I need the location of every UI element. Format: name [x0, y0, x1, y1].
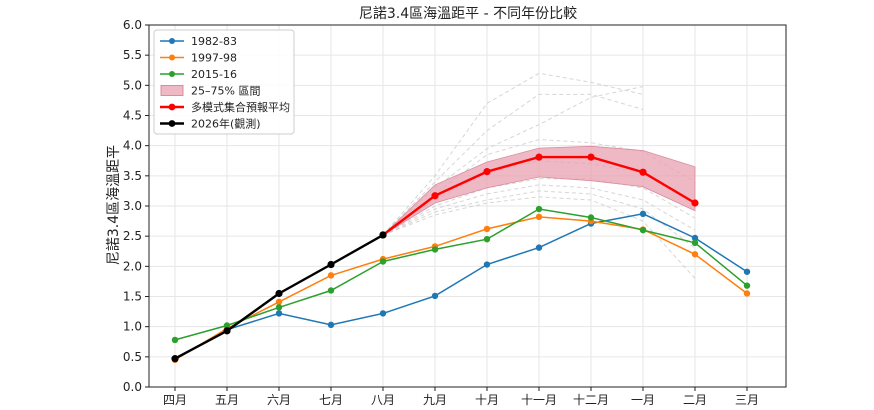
series-2-point	[431, 246, 439, 253]
legend-band-swatch	[160, 85, 184, 96]
y-tick-label: 2.5	[123, 229, 142, 243]
legend-box	[153, 29, 295, 135]
legend-label: 多模式集合預報平均	[191, 100, 290, 114]
series-1-point	[743, 290, 751, 297]
series-1-point	[691, 251, 699, 258]
series-3-point	[691, 199, 699, 207]
y-axis-title: 尼諾3.4區海溫距平	[106, 145, 122, 265]
ensemble-member-line	[382, 196, 696, 279]
series-0-point	[639, 210, 647, 218]
series-4-point	[223, 327, 231, 335]
series-2-point	[171, 336, 179, 344]
x-tick-label: 十月	[475, 393, 499, 407]
legend-label: 1997-98	[191, 52, 237, 65]
y-tick-label: 0.0	[123, 380, 142, 394]
x-tick-label: 一月	[631, 393, 655, 407]
series-3-point	[639, 168, 647, 176]
ensemble-member-line	[382, 72, 644, 236]
y-tick-label: 4.0	[123, 139, 142, 153]
legend-label: 1982-83	[191, 35, 237, 48]
y-tick-label: 2.0	[123, 259, 142, 273]
ensemble-member-line	[382, 190, 696, 249]
series-2-line	[174, 208, 748, 341]
series-0-point	[431, 292, 439, 300]
series-2-point	[327, 287, 335, 294]
legend-marker	[168, 103, 176, 111]
series-0-point	[379, 310, 387, 317]
series-2-point	[483, 235, 491, 243]
legend-label: 25–75% 區間	[191, 85, 260, 98]
x-tick-label: 七月	[319, 393, 343, 407]
iqr-band-area	[382, 145, 696, 236]
series-0-point	[275, 310, 283, 317]
legend-marker	[168, 120, 176, 127]
y-tick-label: 5.0	[123, 78, 142, 92]
series-0-line	[174, 213, 748, 360]
series-1-point	[483, 225, 491, 233]
legend-label: 2015-16	[191, 68, 237, 81]
ensemble-member-line	[382, 178, 696, 236]
x-tick-label: 四月	[163, 393, 187, 407]
axes: 0.0 0.5 1.0 1.5 2.0 2.5 3.0 3.5 4.0 4.5 5.0 5.5 6.0 四…	[123, 18, 787, 407]
legend-label: 2026年(觀測)	[191, 117, 261, 131]
series-1-line	[174, 216, 748, 361]
iqr-band	[382, 145, 696, 236]
series-2-point	[275, 304, 283, 311]
series-3-point	[431, 192, 439, 200]
series-4-point	[379, 231, 387, 239]
series-3-point	[587, 153, 595, 161]
x-tick-label: 二月	[683, 393, 707, 407]
x-tick-label: 五月	[215, 393, 239, 407]
series-lines	[171, 153, 751, 364]
y-tick-label: 1.5	[123, 290, 142, 304]
series-3-point	[535, 153, 543, 161]
legend-marker	[169, 38, 175, 44]
series-2-point	[743, 282, 751, 289]
series-2-point	[639, 226, 647, 234]
series-4-point	[275, 289, 283, 298]
legend-marker	[169, 71, 175, 77]
series-2-point	[587, 214, 595, 221]
x-tick-label: 十一月	[521, 393, 557, 407]
legend-marker	[169, 54, 175, 61]
x-tick-label: 六月	[267, 393, 291, 407]
series-0-point	[327, 321, 335, 329]
ensemble-member-line	[382, 184, 696, 236]
x-tick-label: 十二月	[573, 393, 609, 407]
series-2-point	[379, 258, 387, 265]
series-4-point	[327, 260, 335, 269]
series-4-point	[171, 355, 179, 363]
series-2-point	[535, 205, 543, 213]
series-0-point	[691, 234, 699, 242]
x-tick-label: 八月	[371, 393, 395, 407]
series-1-point	[535, 213, 543, 221]
x-tick-label: 九月	[423, 393, 447, 407]
y-tick-label: 3.5	[123, 169, 142, 183]
series-1-point	[327, 272, 335, 279]
y-tick-label: 5.5	[123, 48, 142, 62]
series-0-point	[743, 268, 751, 275]
series-2-point	[223, 322, 231, 329]
chart-title: 尼諾3.4區海溫距平 - 不同年份比較	[359, 6, 577, 22]
series-2-point	[691, 239, 699, 247]
y-tick-label: 1.0	[123, 320, 142, 334]
y-tick-label: 3.0	[123, 199, 142, 213]
series-0-point	[535, 244, 543, 251]
y-tick-label: 6.0	[123, 18, 142, 32]
y-tick-label: 0.5	[123, 350, 142, 364]
series-1-point	[275, 298, 283, 306]
y-tick-label: 4.5	[123, 109, 142, 123]
series-3-point	[483, 168, 491, 176]
series-0-point	[483, 261, 491, 268]
x-tick-label: 三月	[735, 393, 759, 407]
